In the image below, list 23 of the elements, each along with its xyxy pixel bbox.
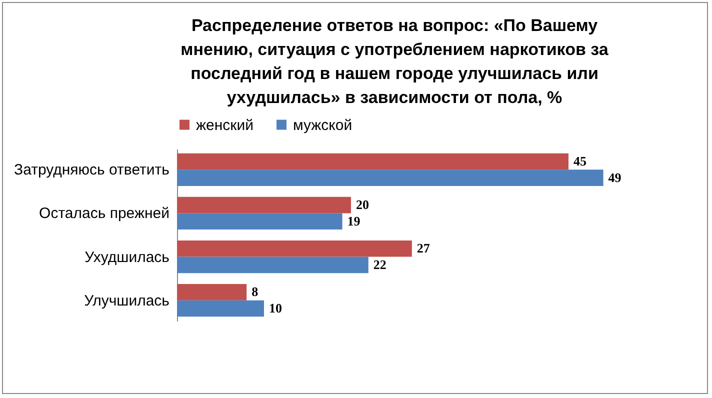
data-label: 27 (416, 240, 430, 256)
y-tick-label: Ухудшилась (84, 248, 170, 266)
data-label: 8 (252, 284, 259, 300)
legend-label: женский (196, 116, 254, 134)
data-label: 45 (574, 154, 587, 169)
bar (177, 153, 568, 170)
y-tick-label: Осталась прежней (39, 205, 170, 222)
data-label: 10 (269, 300, 282, 316)
bar (177, 213, 342, 230)
bar (177, 256, 368, 274)
bar (177, 240, 412, 257)
data-label: 49 (608, 170, 622, 185)
y-tick-label: Улучшилась (84, 292, 170, 310)
data-label: 20 (356, 197, 369, 212)
bar (177, 170, 604, 186)
bar (177, 300, 264, 317)
y-tick-label: Затрудняюсь ответить (14, 162, 170, 179)
data-label: 19 (347, 213, 361, 228)
chart-title: Распределение ответов на вопрос: «По Вашему мнению, ситуация с употреблением наркотиков за последний год в нашем городе улучшилась или ухудшилась» в зависимости от пола, % (180, 16, 609, 107)
data-label: 22 (373, 256, 386, 272)
legend-label: мужской (293, 116, 352, 134)
bar (177, 284, 247, 300)
bar (177, 196, 351, 214)
